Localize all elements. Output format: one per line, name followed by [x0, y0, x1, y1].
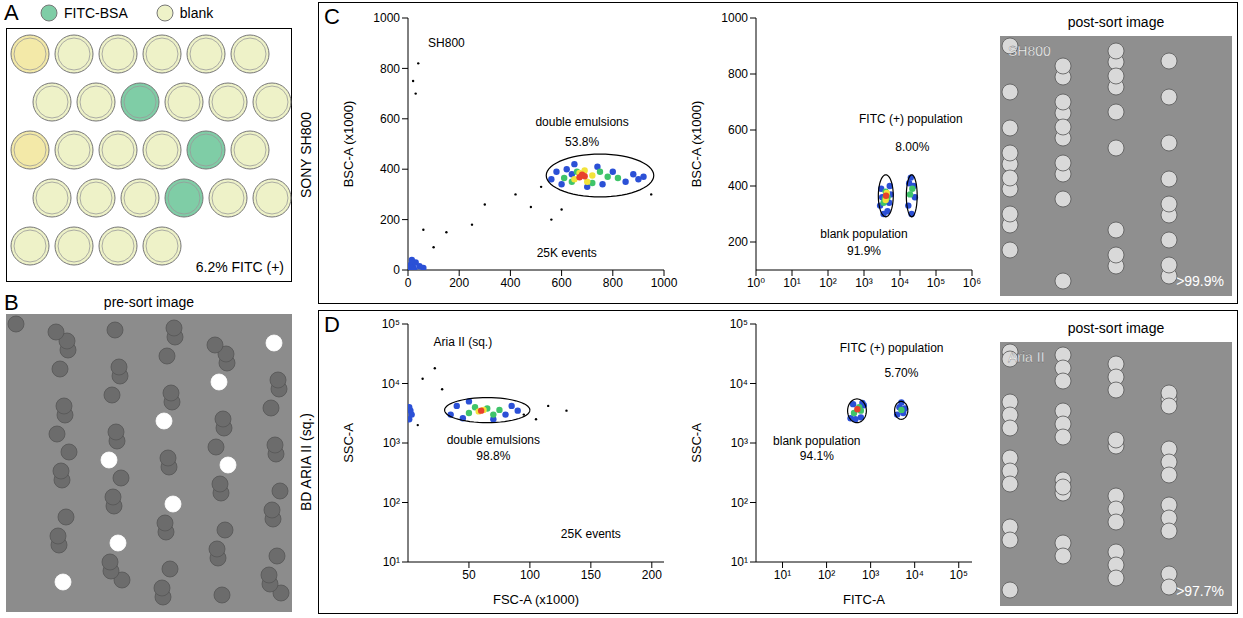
html-text:D: D — [324, 312, 340, 337]
svg-text:10⁵: 10⁵ — [382, 317, 400, 331]
html-text:B: B — [4, 290, 19, 315]
html-text:BD ARIA II (sq.): BD ARIA II (sq.) — [298, 413, 314, 511]
svg-text:FSC-A (x1000): FSC-A (x1000) — [493, 592, 579, 607]
svg-text:10³: 10³ — [862, 568, 879, 582]
svg-text:SH800: SH800 — [428, 36, 465, 50]
svg-text:200: 200 — [380, 213, 400, 227]
svg-text:Aria II: Aria II — [1008, 349, 1045, 365]
svg-text:FITC (+) population: FITC (+) population — [840, 341, 944, 355]
svg-text:double emulsions: double emulsions — [447, 433, 540, 447]
svg-text:800: 800 — [728, 67, 748, 81]
html-text:SONY SH800: SONY SH800 — [298, 111, 314, 199]
svg-text:91.9%: 91.9% — [847, 244, 881, 258]
svg-text:600: 600 — [552, 276, 572, 290]
svg-text:10²: 10² — [818, 568, 835, 582]
svg-text:0: 0 — [393, 263, 400, 277]
svg-text:400: 400 — [500, 276, 520, 290]
svg-text:BSC-A (x1000): BSC-A (x1000) — [342, 101, 356, 188]
html-text:pre-sort image: pre-sort image — [103, 294, 195, 310]
svg-text:400: 400 — [728, 179, 748, 193]
svg-text:blank population: blank population — [773, 434, 860, 448]
svg-text:10²: 10² — [383, 496, 400, 510]
svg-text:600: 600 — [728, 123, 748, 137]
svg-text:1000: 1000 — [721, 11, 748, 25]
html-text:C: C — [324, 4, 340, 29]
svg-text:25K events: 25K events — [537, 246, 597, 260]
svg-text:10¹: 10¹ — [383, 555, 400, 569]
svg-text:10⁰: 10⁰ — [747, 276, 765, 290]
svg-text:10⁵: 10⁵ — [950, 568, 968, 582]
svg-text:53.8%: 53.8% — [565, 135, 599, 149]
svg-text:10⁴: 10⁴ — [905, 568, 924, 582]
svg-text:FITC-A: FITC-A — [843, 592, 885, 607]
html-text:FITC-BSA: FITC-BSA — [64, 5, 128, 21]
svg-text:100: 100 — [520, 568, 540, 582]
svg-text:10²: 10² — [819, 276, 836, 290]
svg-text:>97.7%: >97.7% — [1176, 583, 1224, 599]
svg-text:10⁴: 10⁴ — [381, 377, 400, 391]
svg-text:6.2% FITC (+): 6.2% FITC (+) — [196, 259, 284, 275]
svg-text:>99.9%: >99.9% — [1176, 273, 1224, 289]
html-text:blank: blank — [179, 5, 214, 21]
svg-text:Aria II (sq.): Aria II (sq.) — [434, 335, 493, 349]
svg-text:10⁴: 10⁴ — [729, 377, 748, 391]
svg-text:10¹: 10¹ — [774, 568, 791, 582]
svg-text:5.70%: 5.70% — [884, 366, 918, 380]
svg-text:SSC-A: SSC-A — [342, 423, 356, 463]
html-text:post-sort image: post-sort image — [1067, 320, 1165, 336]
svg-text:SH800: SH800 — [1008, 43, 1051, 59]
html-text:A: A — [4, 0, 19, 25]
svg-text:10⁵: 10⁵ — [730, 317, 748, 331]
svg-text:FITC (+) population: FITC (+) population — [859, 112, 963, 126]
svg-text:1000: 1000 — [651, 276, 678, 290]
svg-text:10³: 10³ — [731, 436, 748, 450]
svg-text:94.1%: 94.1% — [800, 449, 834, 463]
svg-text:600: 600 — [380, 112, 400, 126]
svg-text:10⁵: 10⁵ — [927, 276, 945, 290]
svg-text:10³: 10³ — [855, 276, 872, 290]
svg-text:10²: 10² — [731, 496, 748, 510]
svg-text:400: 400 — [380, 162, 400, 176]
svg-text:25K events: 25K events — [561, 527, 621, 541]
svg-text:200: 200 — [449, 276, 469, 290]
svg-text:SSC-A: SSC-A — [690, 423, 704, 463]
svg-text:0: 0 — [405, 276, 412, 290]
svg-text:800: 800 — [603, 276, 623, 290]
svg-text:150: 150 — [581, 568, 601, 582]
svg-text:blank population: blank population — [820, 227, 907, 241]
svg-text:8.00%: 8.00% — [895, 140, 929, 154]
svg-text:double emulsions: double emulsions — [535, 115, 628, 129]
svg-text:10¹: 10¹ — [731, 555, 748, 569]
svg-text:10⁴: 10⁴ — [891, 276, 910, 290]
svg-text:10⁶: 10⁶ — [963, 276, 981, 290]
svg-text:10³: 10³ — [383, 436, 400, 450]
svg-text:50: 50 — [462, 568, 476, 582]
svg-text:10¹: 10¹ — [783, 276, 800, 290]
svg-text:98.8%: 98.8% — [476, 449, 510, 463]
svg-text:200: 200 — [642, 568, 662, 582]
svg-text:BSC-A (x1000): BSC-A (x1000) — [690, 101, 704, 188]
html-text:post-sort image: post-sort image — [1067, 14, 1165, 30]
svg-text:800: 800 — [380, 62, 400, 76]
svg-text:200: 200 — [728, 235, 748, 249]
svg-text:1000: 1000 — [373, 11, 400, 25]
